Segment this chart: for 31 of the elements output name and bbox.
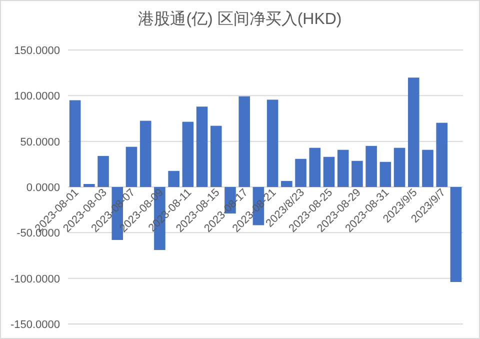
bar <box>295 158 306 187</box>
bar <box>394 148 406 187</box>
bar <box>140 120 152 187</box>
bar <box>126 146 138 187</box>
bar <box>352 160 363 187</box>
bar <box>422 150 434 187</box>
y-tick-label: 50.0000 <box>20 136 60 148</box>
bar <box>196 106 208 187</box>
y-tick-label: 0.0000 <box>26 182 60 194</box>
bar <box>98 156 109 187</box>
bar <box>182 122 194 187</box>
y-tick-label: 150.0000 <box>14 45 60 57</box>
bar <box>281 180 292 187</box>
bar <box>168 170 180 187</box>
bar <box>450 187 462 282</box>
bar <box>309 148 321 187</box>
bar <box>69 100 81 187</box>
bar <box>238 96 250 187</box>
bar <box>84 184 95 187</box>
bar <box>266 100 278 187</box>
y-tick-label: -150.0000 <box>10 319 60 331</box>
bar <box>210 126 222 187</box>
bar <box>380 162 392 187</box>
y-tick-label: -100.0000 <box>10 273 60 286</box>
bar <box>408 78 420 187</box>
y-tick-label: 100.0000 <box>14 90 60 103</box>
bar <box>366 146 377 187</box>
chart-title: 港股通(亿) 区间净买入(HKD) <box>138 10 342 28</box>
bar <box>323 156 335 187</box>
bar <box>436 122 448 187</box>
bar <box>337 150 349 187</box>
